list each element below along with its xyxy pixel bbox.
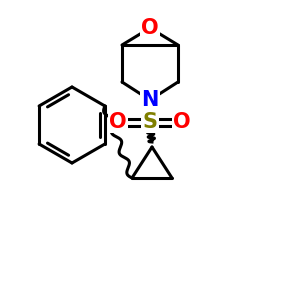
Text: N: N — [141, 90, 159, 110]
Text: S: S — [142, 112, 158, 132]
Text: O: O — [173, 112, 191, 132]
Text: O: O — [109, 112, 127, 132]
Text: O: O — [141, 18, 159, 38]
